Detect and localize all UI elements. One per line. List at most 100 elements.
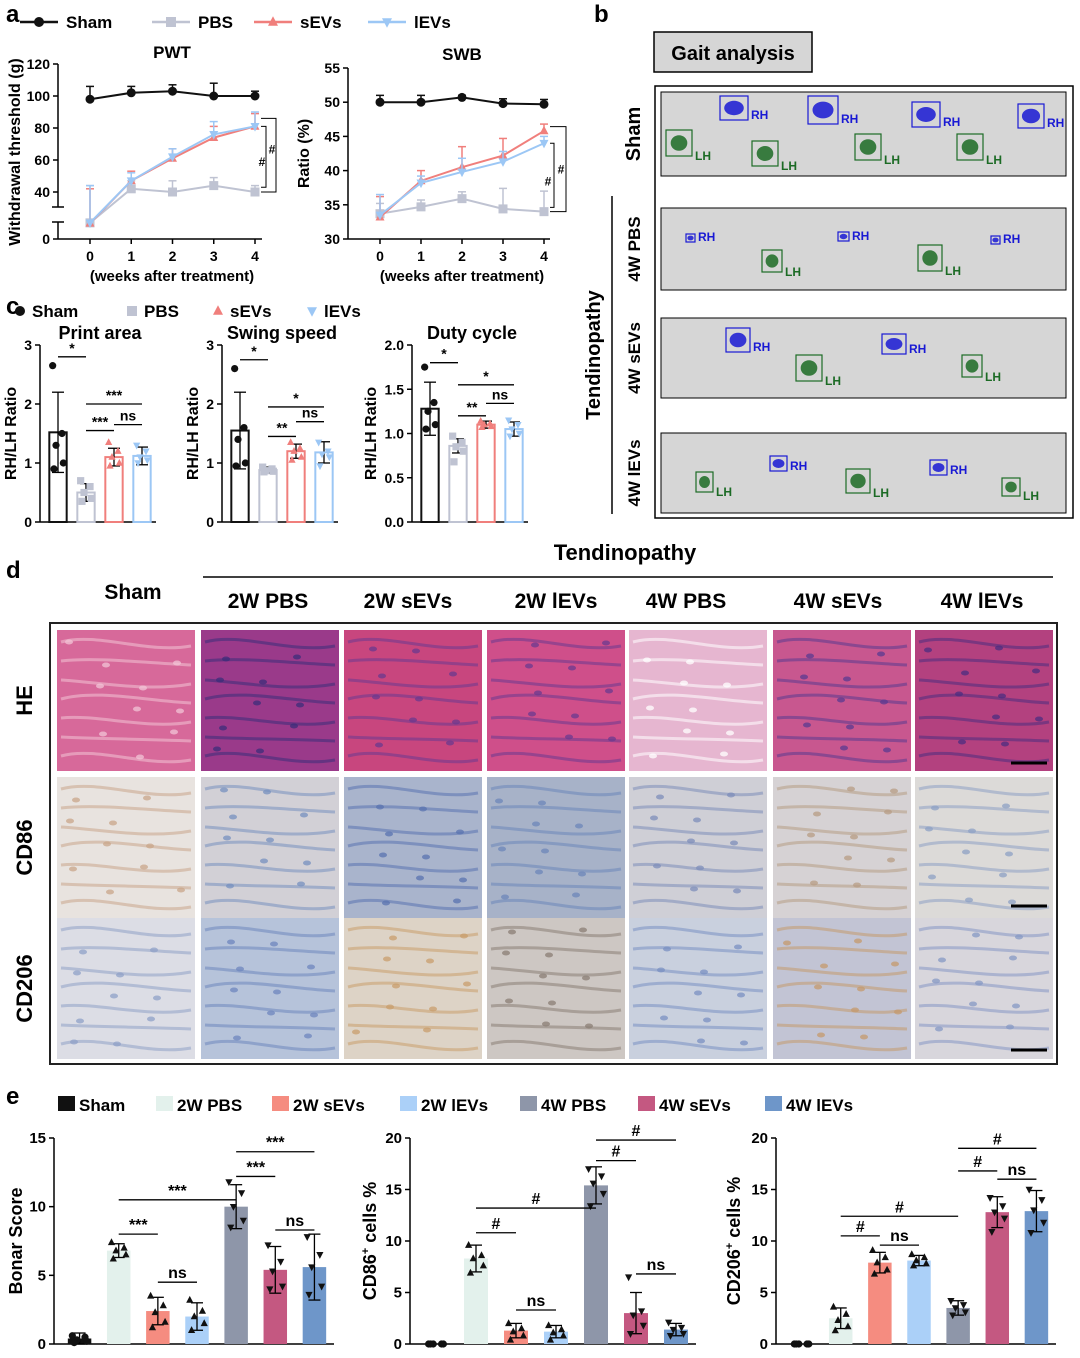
tissue-texture — [632, 637, 764, 650]
tissue-texture — [490, 925, 622, 938]
tissue-texture — [490, 735, 622, 743]
y-tick-label: 3 — [24, 337, 32, 353]
data-point — [873, 1258, 881, 1266]
lh-footprint-box — [695, 471, 714, 493]
data-point — [375, 211, 385, 221]
lh-label: LH — [695, 149, 711, 163]
tissue-texture — [632, 840, 764, 852]
rh-label: RH — [790, 459, 807, 473]
data-point — [514, 421, 522, 429]
data-point — [421, 363, 429, 371]
rh-label: RH — [1003, 232, 1020, 246]
cell-nucleus — [851, 1007, 859, 1013]
cell-nucleus — [837, 697, 845, 703]
tissue-texture — [204, 693, 336, 705]
gait-analysis-panel: Gait analysis Tendinopathy Sham RH RH RH RH L… — [583, 31, 1074, 519]
data-point — [250, 123, 260, 132]
cell-nucleus — [70, 1039, 78, 1045]
bar — [464, 1258, 488, 1344]
cell-nucleus — [727, 792, 735, 798]
gait-row-sham: Sham RH RH RH RH LH LH LH LH — [623, 91, 1067, 177]
y-tick-label: 55 — [324, 60, 340, 76]
data-point — [136, 454, 144, 462]
rh-footprint — [724, 100, 744, 116]
tissue-texture — [776, 946, 908, 955]
cell-nucleus — [582, 975, 590, 981]
cell-nucleus — [270, 941, 278, 947]
significance-mark: # — [492, 1216, 501, 1233]
data-point — [829, 1302, 838, 1310]
significance-mark: *** — [129, 1217, 148, 1234]
cell-nucleus — [501, 894, 509, 900]
histology-column-label: 2W lEVs — [515, 590, 598, 613]
cell-nucleus — [449, 671, 457, 677]
cell-nucleus — [605, 688, 613, 694]
bar-group-pbs — [258, 463, 278, 523]
tissue-texture — [204, 1039, 336, 1052]
data-point — [190, 1312, 198, 1320]
cell-nucleus — [290, 723, 298, 729]
cell-nucleus — [806, 653, 814, 659]
tissue-texture — [490, 784, 622, 797]
gait-row-4w-sevs: 4W sEVs RH RH LH LH — [625, 317, 1067, 399]
rh-footprint-box — [685, 233, 696, 243]
cell-nucleus — [649, 753, 657, 759]
data-point — [457, 194, 467, 204]
data-point — [70, 1339, 78, 1347]
data-point — [1040, 1219, 1048, 1227]
cell-nucleus — [106, 889, 114, 895]
lh-label: LH — [825, 374, 841, 388]
gait-row-4w-pbs: 4W PBS RH RH RH LH LH — [625, 207, 1067, 291]
cell-nucleus — [853, 882, 861, 888]
cell-nucleus — [304, 1033, 312, 1039]
chart-cd206: CD206+ cells % 0 5 10 15 20 # # ns # # ns — [724, 1130, 1056, 1353]
tissue-texture — [490, 658, 622, 667]
cell-nucleus — [541, 848, 549, 854]
data-point — [134, 460, 142, 468]
tissue-texture — [776, 840, 908, 852]
lh-footprint — [922, 250, 938, 266]
data-point — [227, 1224, 235, 1232]
cell-nucleus — [548, 1000, 556, 1006]
data-point — [241, 459, 249, 467]
cell-nucleus — [931, 805, 939, 811]
cell-nucleus — [687, 838, 695, 844]
data-point — [422, 425, 430, 433]
tissue-texture — [632, 715, 764, 726]
tissue-texture — [204, 898, 336, 911]
lh-label: LH — [716, 485, 732, 499]
cell-nucleus — [273, 989, 281, 995]
cell-nucleus — [843, 676, 851, 682]
tissue-texture — [490, 751, 622, 764]
bar-group-4w-pbs — [584, 1166, 608, 1344]
cell-nucleus — [423, 1027, 431, 1033]
data-point — [209, 131, 219, 140]
x-tick-label: 3 — [210, 248, 218, 264]
histology-tile-cd86-2w-pbs — [201, 777, 339, 918]
cell-nucleus — [422, 854, 430, 860]
data-point — [545, 1321, 553, 1329]
significance-mark: *** — [168, 1183, 187, 1200]
tissue-texture — [490, 840, 622, 852]
data-point — [883, 1265, 891, 1273]
data-point — [187, 1326, 196, 1333]
significance-mark: ns — [647, 1257, 666, 1274]
histology-row-label: CD206 — [12, 954, 37, 1022]
series-line — [89, 125, 256, 224]
significance-mark: * — [293, 390, 299, 406]
cell-nucleus — [146, 843, 154, 849]
y-tick-label: 1 — [206, 455, 214, 471]
significance-mark: *** — [106, 387, 123, 403]
lh-footprint-box — [761, 249, 783, 273]
legend-swatch — [400, 1096, 417, 1111]
bar-group-levs — [314, 439, 334, 524]
data-point — [870, 1269, 879, 1277]
data-point — [457, 168, 467, 178]
data-point — [1030, 1207, 1038, 1215]
cell-nucleus — [389, 935, 397, 941]
cell-nucleus — [415, 696, 423, 702]
cell-nucleus — [680, 680, 688, 686]
significance-mark: * — [441, 346, 447, 362]
y-tick-label: 1 — [24, 455, 32, 471]
